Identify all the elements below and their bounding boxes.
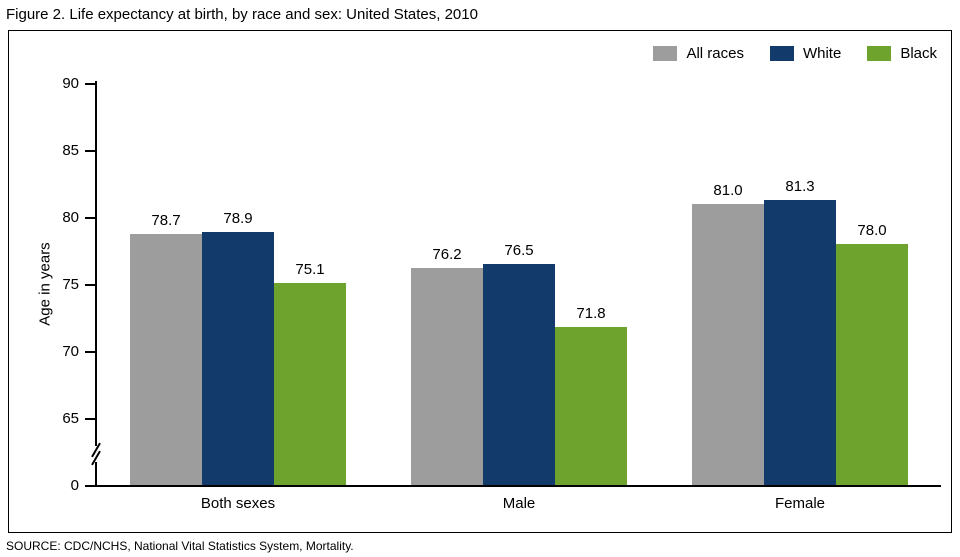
legend-item-black: Black [867,45,937,62]
bar-white [764,200,836,485]
y-tick [85,351,95,353]
legend-swatch-all-races [653,46,678,61]
legend-label: All races [686,45,744,62]
y-tick-label: 65 [62,410,79,427]
bar-white [202,232,274,485]
source-note: SOURCE: CDC/NCHS, National Vital Statist… [6,539,354,553]
bar-all-races [411,268,483,485]
bar-value-label: 78.9 [223,210,253,227]
y-tick [85,485,95,487]
y-tick [85,83,95,85]
bar-value-label: 78.7 [151,212,181,229]
bar-black [836,244,908,485]
bar-value-label: 81.3 [785,178,815,195]
plot-area: 0 65 70 75 80 85 90 78.7 78.9 75.1 Both sexes 76.2 7… [9,31,951,532]
y-tick-label: 0 [70,477,79,494]
bar-all-races [130,234,202,485]
bar-value-label: 76.2 [432,246,462,263]
bar-value-label: 76.5 [504,242,534,259]
bar-value-label: 71.8 [576,305,606,322]
legend-label: Black [900,45,937,62]
figure-title: Figure 2. Life expectancy at birth, by r… [6,6,478,23]
y-tick [85,150,95,152]
y-tick [85,217,95,219]
y-tick-label: 70 [62,343,79,360]
y-tick-label: 75 [62,276,79,293]
y-tick-label: 85 [62,142,79,159]
legend-item-white: White [769,45,842,62]
y-tick [85,418,95,420]
bar-value-label: 81.0 [713,182,743,199]
y-tick-label: 80 [62,209,79,226]
bar-value-label: 78.0 [857,222,887,239]
legend-item-all-races: All races [653,45,744,62]
legend: All races White Black [653,45,937,62]
bar-black [274,283,346,485]
bar-black [555,327,627,485]
bar-all-races [692,204,764,485]
legend-swatch-white [769,46,794,61]
chart-box: All races White Black Age in years 0 65 70 75… [8,30,952,533]
y-axis-line [95,81,97,487]
x-category-label: Male [502,495,536,512]
bar-white [483,264,555,485]
y-tick-label: 90 [62,75,79,92]
bar-value-label: 75.1 [295,261,325,278]
x-category-label: Both sexes [200,495,276,512]
legend-label: White [802,45,842,62]
y-tick [85,284,95,286]
x-category-label: Female [774,495,826,512]
x-axis-line [95,485,941,487]
legend-swatch-black [867,46,892,61]
